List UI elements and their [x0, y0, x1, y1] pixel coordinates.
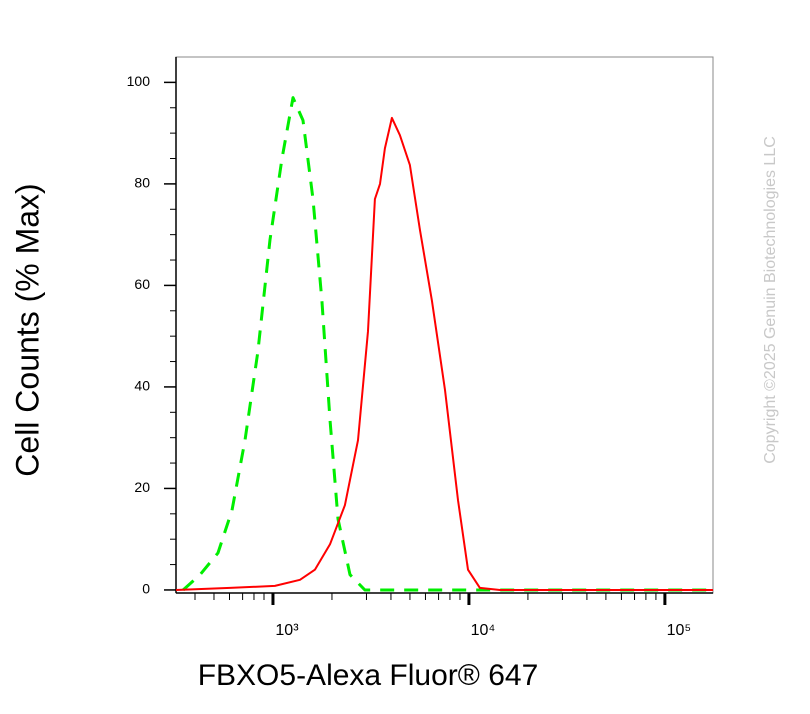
copyright: Copyright ©2025 Genuin Biotechnologies L… [762, 136, 779, 464]
y-tick-label: 100 [127, 73, 151, 89]
x-axis-title: FBXO5-Alexa Fluor® 647 [198, 659, 539, 692]
plot-frame [175, 56, 714, 594]
y-tick-label: 80 [134, 175, 150, 191]
y-tick-label: 0 [142, 581, 150, 597]
x-tick-label: 10³ [275, 622, 299, 639]
y-tick-label: 20 [134, 479, 150, 495]
x-tick-label: 10⁵ [667, 622, 691, 639]
y-tick-label: 60 [134, 276, 150, 292]
x-tick-label: 10⁴ [471, 622, 496, 639]
histogram-line [182, 96, 713, 592]
y-axis-title: Cell Counts (% Max) [9, 183, 45, 476]
y-tick-label: 40 [134, 378, 150, 394]
histogram-line [175, 116, 713, 591]
